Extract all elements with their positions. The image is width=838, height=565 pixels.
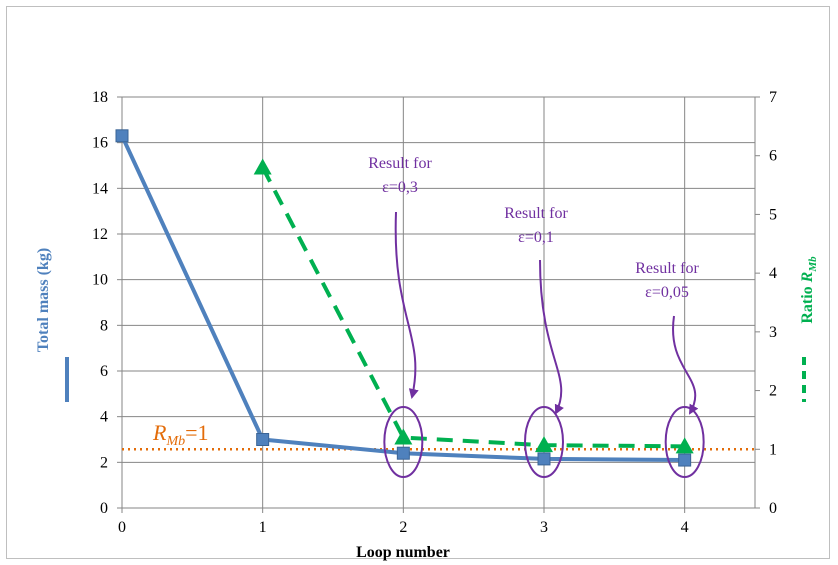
y2-tick-label: 5 bbox=[769, 206, 777, 223]
y2-tick-label: 7 bbox=[769, 89, 777, 106]
annotation-line1: Result for bbox=[504, 205, 568, 222]
reference-line-label: RMb=1 bbox=[152, 420, 209, 449]
annotation-ellipse bbox=[524, 406, 564, 478]
x-tick-label: 0 bbox=[118, 519, 126, 536]
x-axis-title: Loop number bbox=[356, 544, 450, 561]
y-axis-title: Total mass (kg) bbox=[35, 248, 52, 352]
y-tick-label: 16 bbox=[92, 135, 108, 152]
y-tick-label: 4 bbox=[100, 409, 108, 426]
series-line-1 bbox=[260, 166, 685, 449]
data-point-square bbox=[537, 452, 551, 466]
reference-label-variable: R bbox=[152, 420, 167, 445]
x-tick-label: 3 bbox=[540, 519, 548, 536]
y-tick-label: 18 bbox=[92, 89, 108, 106]
y-tick-label: 8 bbox=[100, 317, 108, 334]
series-group bbox=[115, 129, 694, 467]
chart-frame bbox=[6, 6, 830, 559]
y2-tick-label: 1 bbox=[769, 441, 777, 458]
axes bbox=[117, 96, 760, 513]
data-point-triangle bbox=[675, 437, 694, 454]
y2-axis-title-subscript: Mb bbox=[807, 256, 819, 273]
y2-tick-label: 3 bbox=[769, 324, 777, 341]
data-point-square bbox=[256, 433, 270, 446]
y-tick-label: 0 bbox=[100, 500, 108, 517]
y2-axis-title: Ratio RMb bbox=[799, 256, 819, 324]
y2-tick-label: 6 bbox=[769, 148, 777, 165]
annotation-arrow bbox=[672, 315, 699, 415]
y2-axis-title-variable: R bbox=[799, 271, 816, 283]
y2-tick-label: 4 bbox=[769, 265, 777, 282]
data-point-square bbox=[115, 129, 129, 143]
annotations-group: Result for ε=0,3 Result for ε=0,1 Result for… bbox=[368, 155, 705, 478]
y2-tick-label: 0 bbox=[769, 500, 777, 517]
annotation-ellipse bbox=[664, 406, 705, 478]
y-tick-label: 12 bbox=[92, 226, 108, 243]
data-point-triangle bbox=[394, 428, 413, 445]
data-point-square bbox=[678, 453, 692, 467]
x-tick-label: 2 bbox=[399, 519, 407, 536]
data-point-triangle bbox=[535, 436, 553, 453]
data-point-square bbox=[396, 446, 410, 460]
y2-axis-title-prefix: Ratio bbox=[799, 282, 816, 323]
y-tick-label: 14 bbox=[92, 180, 108, 197]
reference-label-value: =1 bbox=[185, 420, 208, 445]
y-tick-label: 6 bbox=[100, 363, 108, 380]
annotation-arrow bbox=[394, 211, 419, 399]
annotation-arrow bbox=[539, 259, 564, 415]
annotation-line2: ε=0,05 bbox=[645, 284, 689, 301]
y-tick-label: 10 bbox=[92, 272, 108, 289]
y-tick-label: 2 bbox=[100, 454, 108, 471]
data-point-triangle bbox=[253, 158, 272, 175]
annotation-line1: Result for bbox=[368, 155, 432, 172]
reference-label-subscript: Mb bbox=[165, 434, 185, 449]
annotation-line2: ε=0,3 bbox=[382, 179, 418, 196]
x-tick-label: 1 bbox=[259, 519, 267, 536]
y2-tick-label: 2 bbox=[769, 383, 777, 400]
annotation-line2: ε=0,1 bbox=[518, 229, 554, 246]
annotation-line1: Result for bbox=[635, 260, 699, 277]
x-tick-label: 4 bbox=[681, 519, 689, 536]
annotation-ellipse bbox=[383, 406, 424, 478]
